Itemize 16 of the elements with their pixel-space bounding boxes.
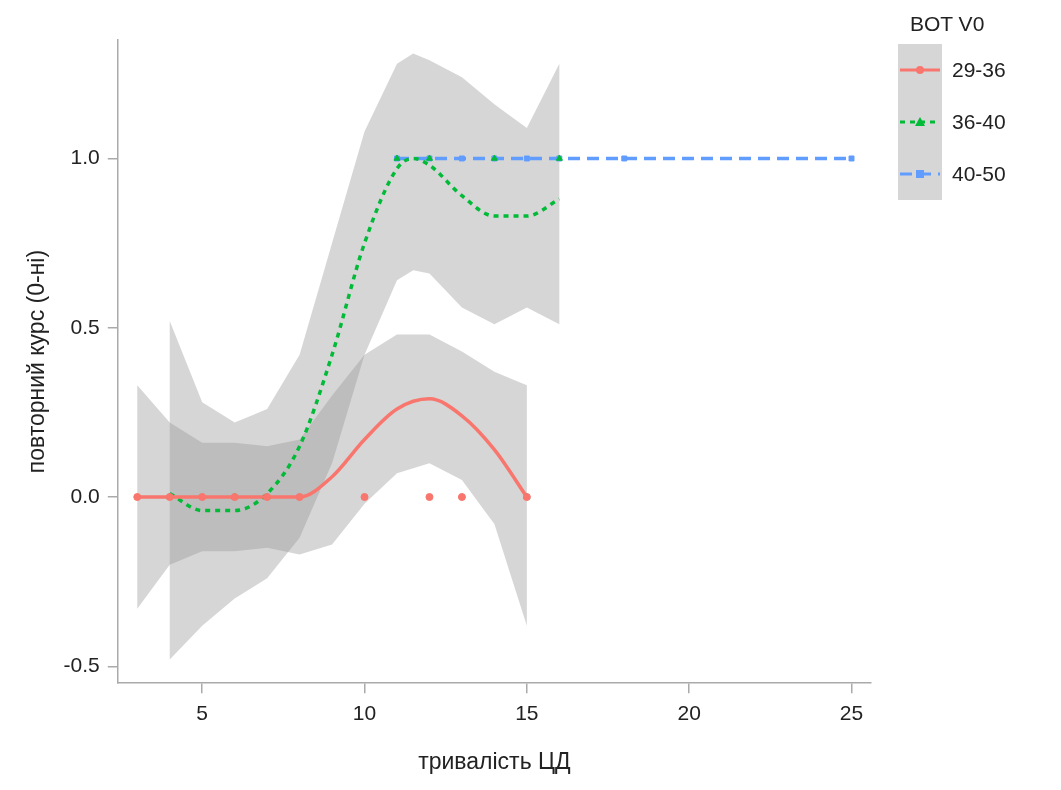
y-axis-title: повторний курс (0-ні) <box>23 249 50 474</box>
x-axis-title: тривалість ЦД <box>418 747 572 774</box>
y-tick-label: 1.0 <box>70 145 100 169</box>
legend-label: 40-50 <box>952 161 1006 187</box>
x-tick-label: 20 <box>677 700 701 724</box>
y-tick-label: -0.5 <box>63 653 100 677</box>
line-series <box>167 156 562 513</box>
x-tick-label: 5 <box>196 700 209 724</box>
legend-label: 36-40 <box>952 109 1006 135</box>
legend-label: 29-36 <box>952 57 1006 83</box>
y-tick-label: 0.5 <box>70 314 100 338</box>
legend-title: BOT V0 <box>910 12 986 36</box>
y-tick-label: 0.0 <box>70 483 100 507</box>
x-tick-label: 10 <box>352 700 377 724</box>
x-tick-label: 15 <box>515 700 539 724</box>
x-tick-label: 25 <box>839 700 864 724</box>
